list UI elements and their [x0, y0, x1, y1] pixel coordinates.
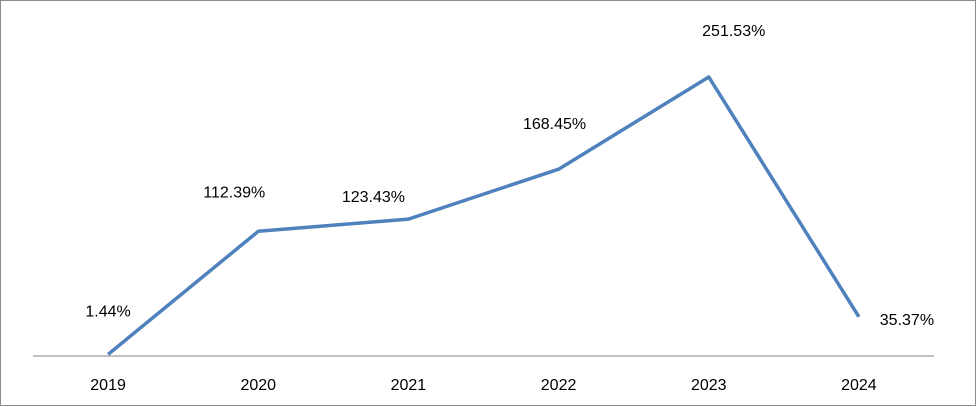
- x-tick-label: 2022: [541, 377, 577, 394]
- x-tick-label: 2023: [691, 377, 727, 394]
- data-label: 35.37%: [880, 312, 934, 329]
- x-axis-ticks: 2019 2020 2021 2022 2023 2024: [90, 377, 877, 394]
- x-tick-label: 2019: [90, 377, 126, 394]
- x-tick-label: 2020: [240, 377, 276, 394]
- series-line: [106, 75, 861, 356]
- data-label: 123.43%: [342, 189, 405, 206]
- data-labels: 1.44% 112.39% 123.43% 168.45% 251.53% 35.37%: [85, 23, 934, 329]
- data-label: 1.44%: [85, 303, 130, 320]
- data-label: 168.45%: [523, 116, 586, 133]
- data-label: 251.53%: [702, 23, 765, 40]
- x-tick-label: 2024: [841, 377, 877, 394]
- x-tick-label: 2021: [391, 377, 427, 394]
- data-label: 112.39%: [203, 184, 265, 201]
